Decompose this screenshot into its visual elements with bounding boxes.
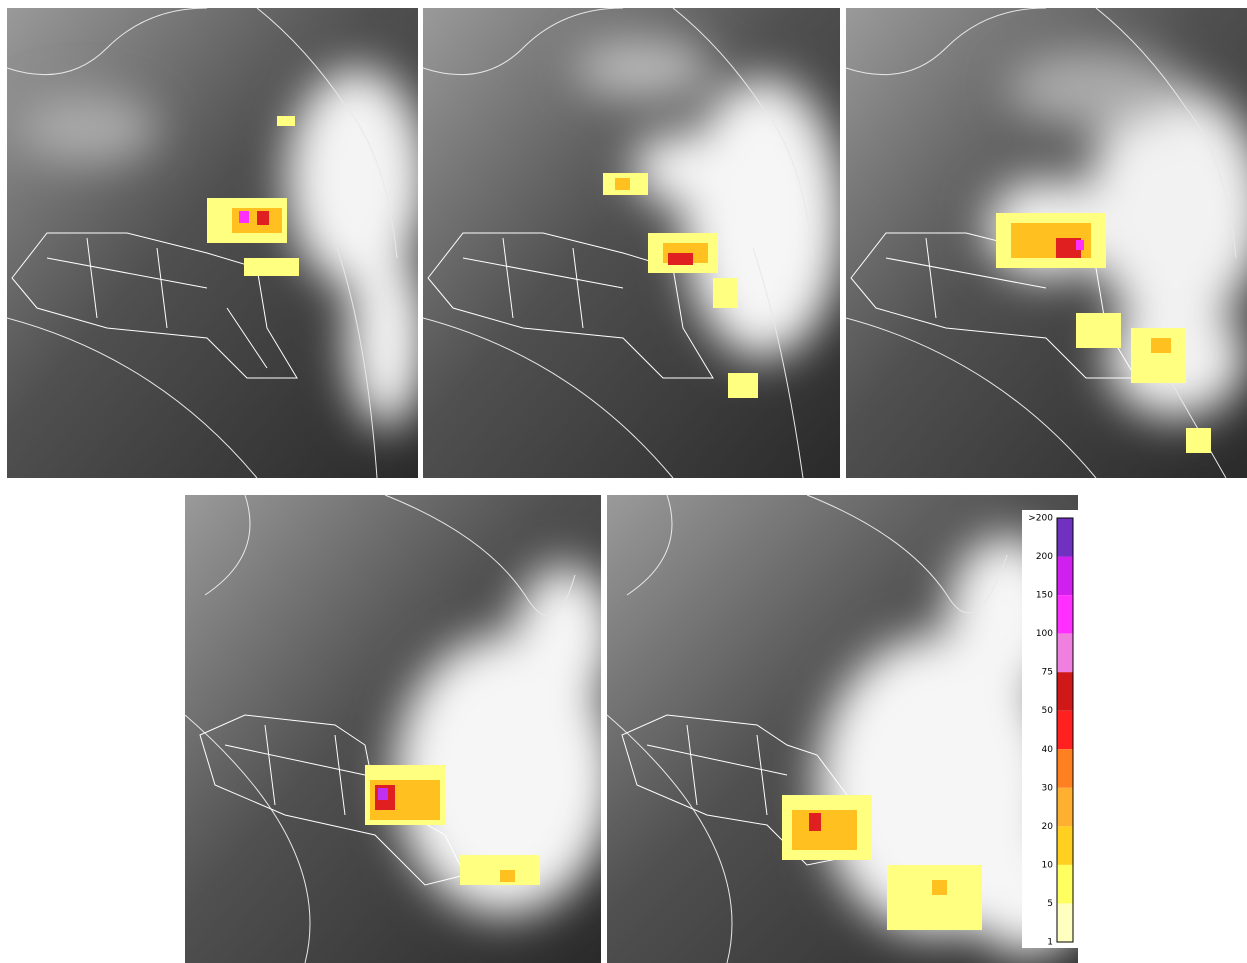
satellite-panel xyxy=(185,495,601,963)
colorbar-segment xyxy=(1057,518,1073,557)
colorbar-segment xyxy=(1057,672,1073,711)
satellite-panel xyxy=(607,495,1078,963)
colorbar-segment xyxy=(1057,787,1073,827)
colorbar-segment xyxy=(1057,864,1073,904)
colorbar-label: 150 xyxy=(1036,591,1053,601)
colorbar-label: 200 xyxy=(1036,552,1053,562)
colorbar: >200 200 150 100 75 50 40 30 20 10 5 1 xyxy=(1022,510,1078,948)
colorbar-label: 30 xyxy=(1042,783,1054,793)
colorbar-segment xyxy=(1057,749,1073,788)
colorbar-label: 40 xyxy=(1042,745,1054,755)
colorbar-frame xyxy=(1056,517,1074,943)
satellite-panel xyxy=(846,8,1247,478)
colorbar-segment xyxy=(1057,633,1073,673)
colorbar-segment xyxy=(1057,556,1073,596)
colorbar-label: 100 xyxy=(1036,629,1053,639)
colorbar-label: 50 xyxy=(1042,706,1054,716)
colorbar-segment xyxy=(1057,710,1073,750)
colorbar-label: 1 xyxy=(1047,938,1053,948)
colorbar-label: 75 xyxy=(1042,668,1053,678)
colorbar-label: >200 xyxy=(1028,514,1053,524)
colorbar-segment xyxy=(1057,826,1073,865)
satellite-panel xyxy=(423,8,840,478)
satellite-panel xyxy=(7,8,418,478)
colorbar-segment xyxy=(1057,903,1073,942)
colorbar-label: 20 xyxy=(1042,822,1054,832)
colorbar-segment xyxy=(1057,595,1073,634)
colorbar-label: 10 xyxy=(1042,860,1054,870)
colorbar-label: 5 xyxy=(1047,899,1053,909)
